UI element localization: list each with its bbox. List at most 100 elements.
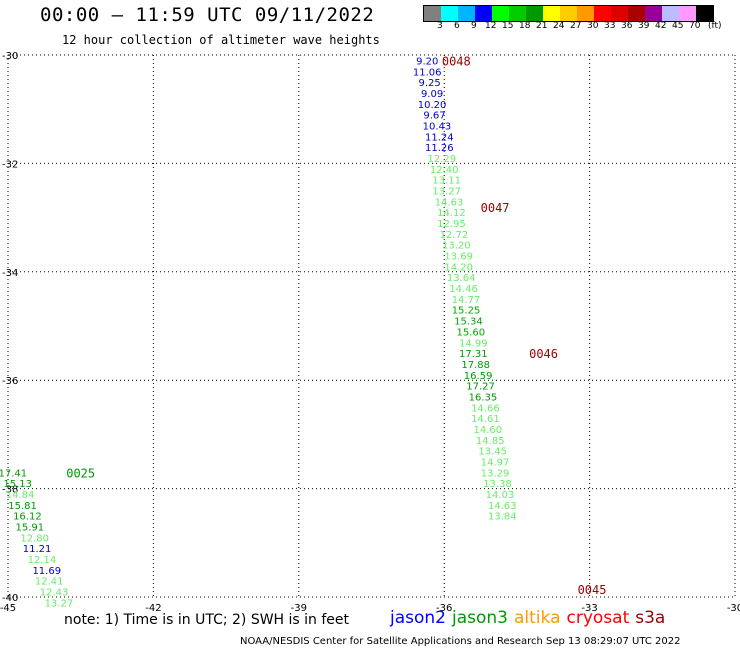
x-tick-label: -45 xyxy=(0,603,16,614)
swh-value-label: 14.85 xyxy=(476,436,505,447)
axis-ticks: -45 -42 -39 -36 -33 -30 -30 -32 -34 -36 -38 -40 xyxy=(0,51,740,614)
swh-value-label: 13.38 xyxy=(483,479,512,490)
swh-value-label: 13.84 xyxy=(488,512,517,523)
colorbar-label: 24 xyxy=(553,21,565,31)
y-tick-label: -38 xyxy=(2,485,18,496)
swh-value-label: 14.84 xyxy=(6,490,35,501)
swh-value-label: 11.24 xyxy=(425,132,454,143)
swh-value-label: 12.40 xyxy=(430,165,459,176)
colorbar-label: 21 xyxy=(536,21,548,31)
colorbar-swatch xyxy=(611,6,628,21)
y-tick-label: -30 xyxy=(2,51,18,62)
swh-value-label: 15.81 xyxy=(8,501,37,512)
satellite-legend: jason2 jason3 altika cryosat s3a xyxy=(390,608,671,628)
colorbar-unit: (ft) xyxy=(708,21,722,31)
swh-value-label: 17.27 xyxy=(466,382,495,393)
legend-item-cryosat: cryosat xyxy=(566,608,630,628)
legend-item-s3a: s3a xyxy=(635,608,666,628)
legend-item-altika: altika xyxy=(514,608,561,628)
swh-value-label: 14.60 xyxy=(473,425,502,436)
swh-value-label: 15.60 xyxy=(457,327,486,338)
swh-value-label: 14.46 xyxy=(449,284,478,295)
colorbar-label: 9 xyxy=(471,21,477,31)
legend-item-jason2: jason2 xyxy=(390,608,446,628)
swh-value-label: 10.43 xyxy=(423,121,452,132)
swh-value-label: 10.20 xyxy=(418,100,447,111)
colorbar-swatch xyxy=(696,6,713,21)
swh-value-label: 9.09 xyxy=(421,89,443,100)
swh-value-label: 11.06 xyxy=(413,67,442,78)
x-tick-label: -33 xyxy=(581,603,597,614)
colorbar-swatch xyxy=(560,6,577,21)
swh-value-label: 17.41 xyxy=(0,468,27,479)
swh-value-label: 9.20 xyxy=(416,56,438,67)
colorbar-swatch xyxy=(645,6,662,21)
colorbar-swatch xyxy=(475,6,492,21)
colorbar-swatch xyxy=(492,6,509,21)
swh-value-label: 12.72 xyxy=(440,230,469,241)
map-subtitle: 12 hour collection of altimeter wave hei… xyxy=(62,33,380,47)
swh-value-label: 14.61 xyxy=(471,414,500,425)
colorbar-label: 30 xyxy=(587,21,599,31)
swh-value-label: 11.26 xyxy=(425,143,454,154)
colorbar-label: 18 xyxy=(519,21,531,31)
time-annotation: 0047 xyxy=(481,201,510,215)
footer-credit: NOAA/NESDIS Center for Satellite Applica… xyxy=(240,636,681,647)
x-tick-label: -36 xyxy=(436,603,452,614)
colorbar-label: 6 xyxy=(454,21,460,31)
colorbar-swatch xyxy=(543,6,560,21)
colorbar-label: 45 xyxy=(672,21,684,31)
colorbar-swatch xyxy=(662,6,679,21)
swh-value-label: 14.63 xyxy=(435,197,464,208)
colorbar-swatch xyxy=(679,6,696,21)
swh-value-label: 12.14 xyxy=(28,555,57,566)
colorbar-label: 33 xyxy=(604,21,616,31)
swh-value-label: 11.69 xyxy=(32,566,61,577)
time-annotations: 0048 0047 0046 0045 0025 xyxy=(66,54,606,596)
y-tick-label: -34 xyxy=(2,268,18,279)
colorbar-swatch xyxy=(509,6,526,21)
swh-value-label: 15.13 xyxy=(3,479,32,490)
colorbar-label: 39 xyxy=(638,21,650,31)
x-tick-label: -30 xyxy=(727,603,740,614)
swh-value-label: 13.29 xyxy=(481,468,510,479)
y-tick-label: -32 xyxy=(2,159,18,170)
colorbar-label: 42 xyxy=(655,21,667,31)
swh-value-label: 14.63 xyxy=(488,501,517,512)
colorbar-swatch xyxy=(441,6,458,21)
swh-value-label: 15.25 xyxy=(452,306,481,317)
swh-value-label: 13.27 xyxy=(432,187,461,198)
colorbar-label: 3 xyxy=(437,21,443,31)
time-annotation: 0025 xyxy=(66,466,95,480)
colorbar-label: 70 xyxy=(689,21,701,31)
swh-value-label: 14.97 xyxy=(481,458,510,469)
swh-value-label: 17.31 xyxy=(459,349,488,360)
colorbar-swatch xyxy=(594,6,611,21)
swh-value-label: 9.25 xyxy=(419,78,441,89)
swh-value-label: 14.03 xyxy=(486,490,515,501)
colorbar-label: 36 xyxy=(621,21,633,31)
swh-value-label: 11.21 xyxy=(23,544,52,555)
note-text: note: 1) Time is in UTC; 2) SWH is in fe… xyxy=(64,612,350,628)
swh-value-label: 14.12 xyxy=(437,208,466,219)
swh-value-label: 13.27 xyxy=(45,598,74,609)
y-tick-label: -40 xyxy=(2,593,18,604)
swh-value-label: 13.64 xyxy=(447,273,476,284)
colorbar-swatch xyxy=(424,6,441,21)
colorbar-label: 15 xyxy=(502,21,514,31)
swh-value-label: 9.67 xyxy=(423,111,445,122)
swh-value-label: 14.66 xyxy=(471,403,500,414)
swh-value-label: 16.59 xyxy=(464,371,493,382)
colorbar-label: 12 xyxy=(485,21,497,31)
colorbar-swatch xyxy=(526,6,543,21)
legend-item-jason3: jason3 xyxy=(452,608,508,628)
swh-value-label: 13.20 xyxy=(442,241,471,252)
time-annotation: 0048 xyxy=(442,54,471,68)
swh-value-label: 17.88 xyxy=(461,360,490,371)
map-title: 00:00 – 11:59 UTC 09/11/2022 xyxy=(40,4,375,26)
swh-value-label: 15.34 xyxy=(454,317,483,328)
map-grid xyxy=(7,54,736,598)
x-tick-label: -42 xyxy=(145,603,161,614)
swh-value-label: 12.80 xyxy=(20,533,49,544)
time-annotation: 0045 xyxy=(578,583,607,597)
